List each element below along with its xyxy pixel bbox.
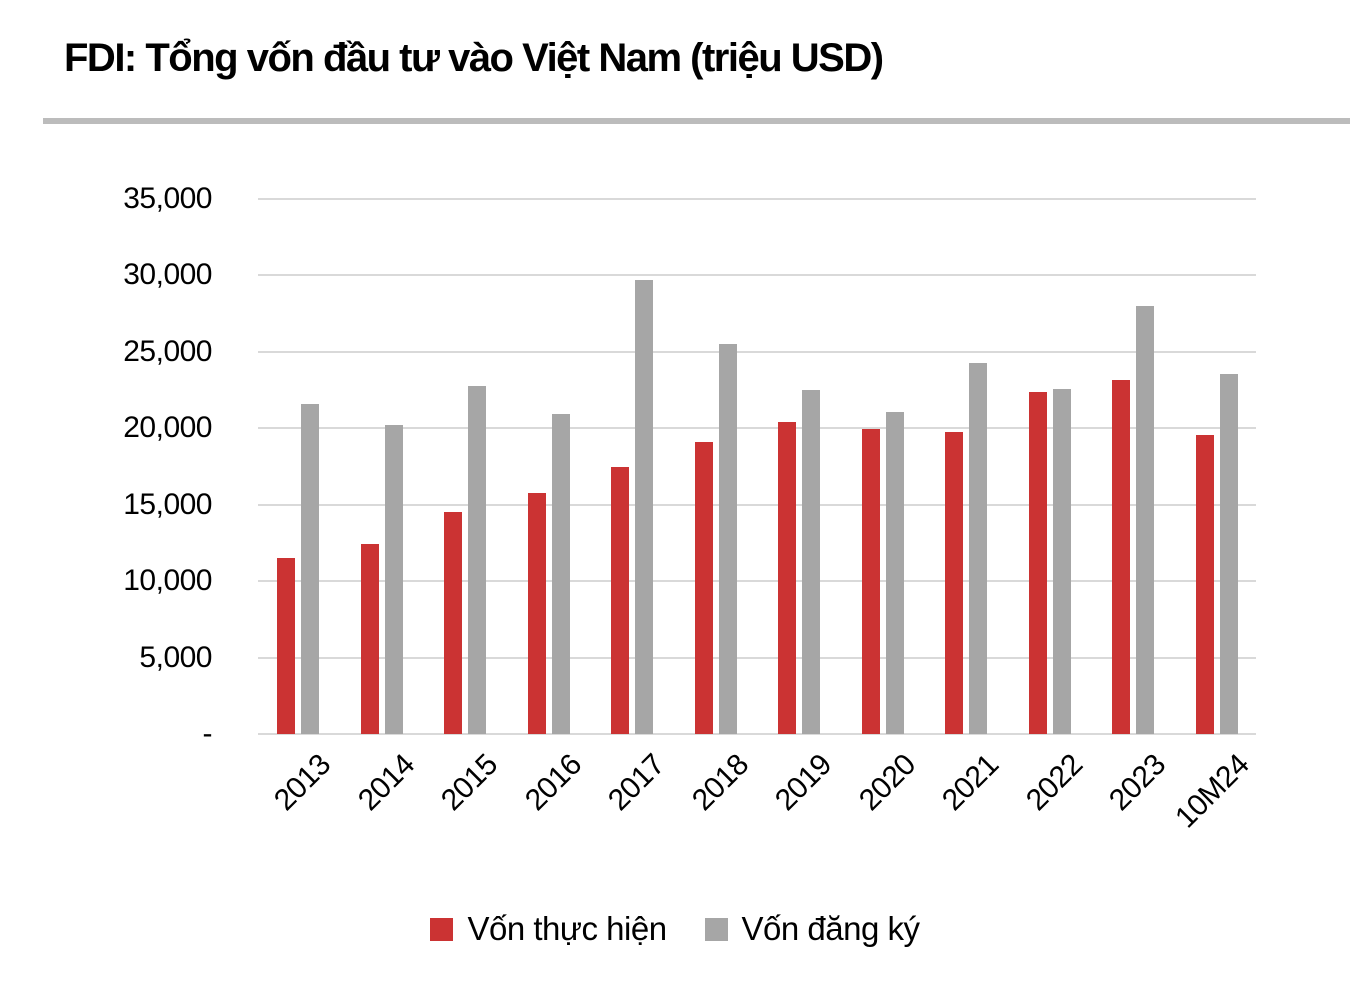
bar-von-thuc-hien-2015: [444, 512, 462, 734]
bar-von-thuc-hien-2022: [1028, 391, 1047, 734]
x-axis-label: 2016: [518, 748, 588, 818]
bar-von-dang-ky-2020: [885, 412, 904, 734]
bar-group-2014: [360, 199, 403, 734]
bar-von-thuc-hien-2018: [694, 442, 713, 734]
bar-von-dang-ky-2021: [969, 362, 987, 734]
bar-von-dang-ky-2018: [718, 344, 737, 734]
bar-group-2020: [861, 199, 904, 734]
x-axis-label: 2020: [852, 748, 922, 818]
bar-von-dang-ky-2016: [551, 413, 570, 734]
bar-group-2018: [694, 199, 737, 734]
plot-area: [258, 198, 1256, 735]
y-axis: - 5,000 10,000 15,000 20,000 25,000 30,000 35,0…: [0, 182, 212, 750]
y-axis-label: 20,000: [123, 411, 212, 445]
bar-group-2015: [444, 199, 486, 734]
bar-von-dang-ky-10m24: [1219, 373, 1238, 734]
bar-von-dang-ky-2017: [635, 280, 653, 734]
bar-group-2019: [778, 199, 820, 734]
bar-group-2013: [277, 199, 319, 734]
x-axis-label: 2019: [769, 748, 839, 818]
bar-group-2017: [611, 199, 653, 734]
y-axis-label: 25,000: [123, 334, 212, 368]
bar-von-thuc-hien-2016: [527, 492, 546, 734]
x-axis-label: 2023: [1103, 748, 1173, 818]
y-axis-label: 15,000: [123, 487, 212, 521]
x-axis-label: 10M24: [1169, 748, 1256, 835]
gridline: [258, 198, 1256, 200]
bar-von-thuc-hien-2019: [778, 422, 796, 734]
y-axis-label: 30,000: [123, 258, 212, 292]
x-axis-label: 2018: [685, 748, 755, 818]
x-axis-label: 2021: [936, 748, 1006, 818]
bar-von-dang-ky-2022: [1052, 389, 1071, 734]
bar-von-thuc-hien-2013: [277, 558, 295, 734]
y-axis-label: -: [202, 717, 213, 750]
y-axis-label: 5,000: [139, 640, 212, 674]
legend-item-realized: Vốn thực hiện: [430, 910, 667, 948]
gridline: [258, 350, 1256, 353]
x-axis-label: 2022: [1019, 748, 1089, 818]
bar-group-10m24: [1195, 199, 1238, 734]
title-divider: [43, 118, 1350, 124]
bar-von-thuc-hien-10m24: [1195, 434, 1214, 734]
bar-von-thuc-hien-2017: [611, 466, 629, 734]
gridline: [258, 427, 1256, 430]
bar-group-2016: [527, 199, 570, 734]
bar-von-thuc-hien-2014: [360, 543, 379, 734]
bar-group-2021: [945, 199, 987, 734]
page-title: FDI: Tổng vốn đầu tư vào Việt Nam (triệu…: [64, 36, 884, 80]
x-axis-line: [258, 733, 1256, 735]
x-axis-label: 2014: [351, 748, 421, 818]
bar-von-thuc-hien-2021: [945, 432, 963, 734]
bar-von-thuc-hien-2023: [1112, 379, 1130, 734]
x-axis-label: 2013: [268, 748, 338, 818]
legend-label-registered: Vốn đăng ký: [741, 910, 920, 947]
bar-von-dang-ky-2019: [802, 390, 820, 734]
gridline: [258, 580, 1256, 583]
legend-swatch-realized: [430, 917, 454, 941]
bar-group-2022: [1028, 199, 1071, 734]
gridline: [258, 503, 1256, 506]
bar-von-dang-ky-2014: [384, 424, 403, 734]
bar-von-dang-ky-2013: [301, 403, 319, 734]
legend: Vốn thực hiện Vốn đăng ký: [0, 910, 1350, 948]
legend-swatch-registered: [704, 917, 728, 941]
bar-von-dang-ky-2023: [1136, 306, 1154, 734]
gridline: [258, 274, 1256, 277]
legend-item-registered: Vốn đăng ký: [704, 910, 920, 948]
x-axis-label: 2017: [602, 748, 672, 818]
legend-label-realized: Vốn thực hiện: [467, 910, 667, 947]
x-axis: 2013 2014 2015 2016 2017 2018 2019 2020 2021 2022…: [258, 742, 1256, 862]
y-axis-label: 35,000: [123, 182, 212, 215]
bar-von-dang-ky-2015: [468, 386, 486, 734]
y-axis-label: 10,000: [123, 564, 212, 598]
bar-group-2023: [1112, 199, 1154, 734]
gridline: [258, 656, 1256, 659]
x-axis-label: 2015: [435, 748, 505, 818]
bar-von-thuc-hien-2020: [861, 428, 880, 734]
